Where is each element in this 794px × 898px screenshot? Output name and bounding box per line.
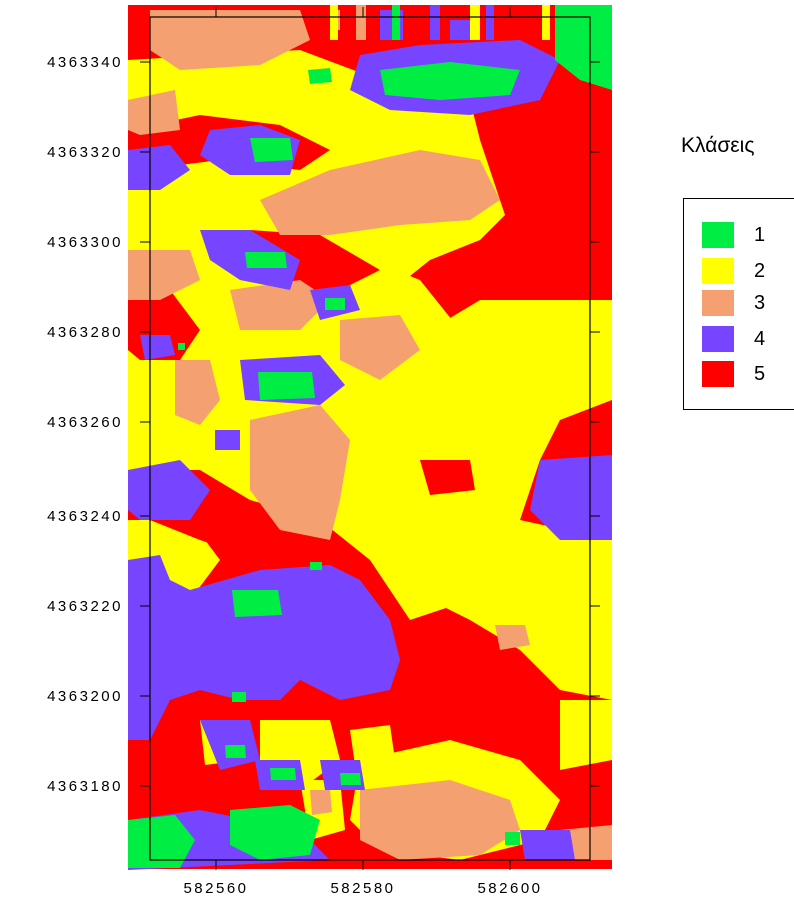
legend-item-5: 5	[702, 361, 765, 387]
y-tick-label: 4363320	[47, 144, 123, 161]
legend-label-1: 1	[754, 223, 766, 246]
legend-item-3: 3	[702, 290, 765, 316]
legend-item-1: 1	[702, 222, 765, 248]
x-axis: 582560 582580 582600	[183, 7, 542, 897]
y-tick-label: 4363340	[47, 54, 123, 71]
y-tick-label: 4363220	[47, 598, 123, 615]
legend: 1 2 3 4 5	[683, 198, 794, 410]
legend-label-3: 3	[754, 291, 766, 314]
legend-item-4: 4	[702, 326, 765, 352]
legend-title: Κλάσεις	[681, 134, 755, 157]
y-axis: 4363340 4363320 4363300 4363280 4363260 43632…	[47, 54, 600, 795]
y-tick-label: 4363260	[47, 414, 123, 431]
legend-label-2: 2	[754, 259, 766, 282]
legend-item-2: 2	[702, 258, 765, 284]
legend-label-4: 4	[754, 327, 766, 350]
y-tick-label: 4363180	[47, 778, 123, 795]
legend-swatch-4	[702, 326, 734, 352]
y-tick-label: 4363240	[47, 508, 123, 525]
legend-swatch-3	[702, 290, 734, 316]
legend-swatch-1	[702, 222, 734, 248]
class-raster	[128, 5, 612, 870]
plot-frame	[149, 16, 591, 861]
y-tick-label: 4363200	[47, 688, 123, 705]
x-tick-label: 582580	[330, 880, 395, 897]
legend-swatch-2	[702, 258, 734, 284]
x-tick-label: 582600	[477, 880, 542, 897]
legend-label-5: 5	[754, 362, 766, 385]
y-tick-label: 4363280	[47, 324, 123, 341]
y-tick-label: 4363300	[47, 234, 123, 251]
x-tick-label: 582560	[183, 880, 248, 897]
legend-swatch-5	[702, 361, 734, 387]
